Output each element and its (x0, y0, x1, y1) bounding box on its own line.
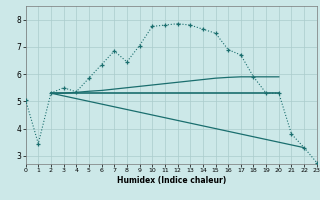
X-axis label: Humidex (Indice chaleur): Humidex (Indice chaleur) (116, 176, 226, 185)
